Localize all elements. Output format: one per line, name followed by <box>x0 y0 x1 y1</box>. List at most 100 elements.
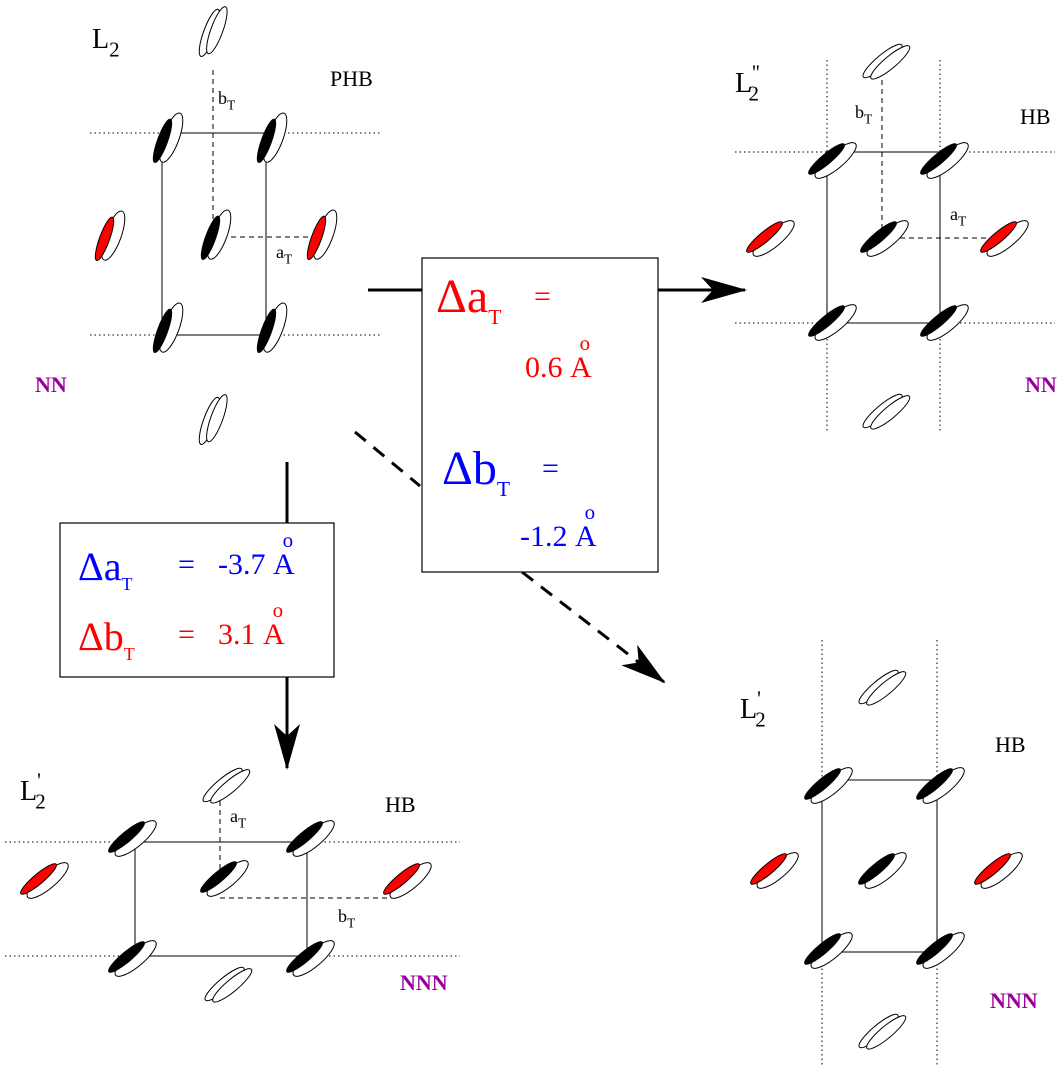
variable: b <box>104 614 124 659</box>
unit-mark: o <box>273 598 284 622</box>
value: -1.2 <box>520 520 568 553</box>
label-base: a <box>950 204 958 224</box>
value: -3.7 <box>218 548 266 581</box>
molecule <box>914 925 969 976</box>
molecule <box>195 3 231 61</box>
label: L''2 <box>735 60 760 105</box>
molecule <box>860 387 914 436</box>
molecule <box>748 845 803 896</box>
molecule <box>254 109 292 168</box>
diagram: L2PHBNNbTaTL''2HBNNbTaTL'2HBNNNaTbTL'2HB… <box>0 0 1061 1072</box>
label-base: a <box>230 806 238 826</box>
arrow <box>522 572 664 682</box>
label-sub: 2 <box>748 81 759 105</box>
delta: Δ <box>78 614 104 659</box>
molecule <box>198 853 253 904</box>
subscript: T <box>488 305 501 329</box>
label-base: L <box>92 24 109 55</box>
unit-mark: o <box>585 500 596 524</box>
molecule <box>200 761 254 810</box>
label-sub: 2 <box>109 37 120 61</box>
label: bT <box>338 906 356 930</box>
molecule <box>918 297 973 348</box>
molecule <box>972 845 1027 896</box>
label-sub: T <box>238 815 247 830</box>
label: bT <box>855 102 873 126</box>
label: L2 <box>92 24 120 61</box>
delta: Δ <box>442 442 473 495</box>
label: L'2 <box>740 686 766 731</box>
equals: = <box>534 280 551 313</box>
molecule <box>802 925 857 976</box>
unit: A <box>263 618 285 651</box>
molecule <box>150 109 188 168</box>
label: aT <box>276 242 293 266</box>
delta: Δ <box>78 544 104 589</box>
value: 3.1 <box>218 618 256 651</box>
label-base: a <box>276 242 284 262</box>
label-base: b <box>218 88 227 108</box>
label: bT <box>218 88 236 112</box>
molecule <box>198 206 236 265</box>
molecule <box>254 299 292 358</box>
molecule <box>806 297 861 348</box>
label-sub: T <box>958 213 967 228</box>
molecule <box>802 760 857 811</box>
molecule <box>18 855 73 906</box>
molecule <box>284 813 339 864</box>
undefined: HB <box>385 792 416 817</box>
molecule <box>856 845 911 896</box>
molecule <box>195 391 231 449</box>
undefined: HB <box>995 732 1026 757</box>
molecule <box>304 206 342 265</box>
subscript: T <box>122 574 133 594</box>
equals: = <box>542 452 559 485</box>
label-sub: T <box>227 97 236 112</box>
molecule <box>856 1007 910 1056</box>
value: 0.6 <box>525 351 563 384</box>
molecule <box>150 299 188 358</box>
molecule <box>744 213 799 264</box>
undefined: NNN <box>990 988 1038 1013</box>
molecule <box>860 37 914 86</box>
subscript: T <box>497 477 510 501</box>
label-base: b <box>338 906 347 926</box>
molecule <box>284 933 339 984</box>
label: aT <box>230 806 247 830</box>
variable: b <box>473 442 497 495</box>
molecule <box>914 760 969 811</box>
unit-mark: o <box>580 331 591 355</box>
unit: A <box>575 520 597 553</box>
molecule <box>806 135 861 186</box>
undefined: NN <box>1025 372 1057 397</box>
molecule <box>918 135 973 186</box>
undefined: HB <box>1020 104 1051 129</box>
label-sub: 2 <box>35 789 46 813</box>
undefined: PHB <box>330 66 373 91</box>
label-sub: T <box>284 251 293 266</box>
molecule <box>106 813 161 864</box>
delta: Δ <box>436 270 467 323</box>
unit: A <box>273 548 295 581</box>
undefined: NNN <box>400 970 448 995</box>
molecule <box>381 855 436 906</box>
variable: a <box>467 270 488 323</box>
molecule <box>106 933 161 984</box>
label-base: b <box>855 102 864 122</box>
variable: a <box>104 544 122 589</box>
equals: = <box>178 618 195 651</box>
molecule <box>202 960 256 1009</box>
unit-mark: o <box>283 528 294 552</box>
label: aT <box>950 204 967 228</box>
molecule <box>92 207 130 266</box>
equals: = <box>178 548 195 581</box>
label-sub: 2 <box>755 707 766 731</box>
unit: A <box>570 351 592 384</box>
molecule <box>856 663 910 712</box>
undefined: NN <box>35 372 67 397</box>
label-sub: T <box>347 915 356 930</box>
unit-cell <box>135 842 307 956</box>
arrow <box>355 432 420 486</box>
label: L'2 <box>20 768 46 813</box>
subscript: T <box>124 644 135 664</box>
